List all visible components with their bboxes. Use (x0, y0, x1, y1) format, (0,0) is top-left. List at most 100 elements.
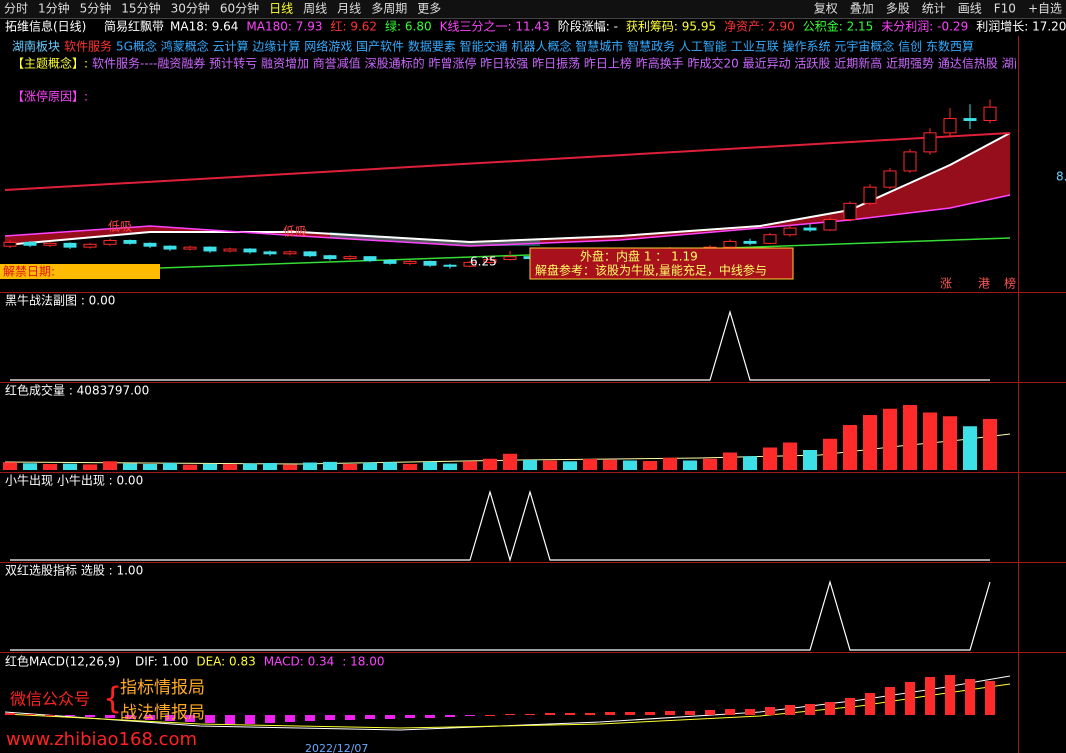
candle-body (443, 264, 457, 267)
candle-body (723, 240, 737, 248)
candle-body (503, 256, 517, 261)
macd-bar (445, 715, 455, 717)
candle-body (483, 259, 497, 263)
info-item: K线三分之一: 11.43 (440, 20, 550, 34)
volume-bar (23, 463, 37, 470)
volume-bar (563, 461, 577, 470)
note-box (529, 247, 794, 280)
volume-bar (63, 463, 77, 470)
macd-bar (65, 715, 75, 716)
toolbar-item[interactable]: 统计 (922, 2, 946, 16)
menu-item[interactable]: 分时 (4, 2, 28, 16)
macd-stat: MACD: 0.34 (264, 655, 335, 669)
white-line (4, 132, 1011, 246)
candle-body (343, 256, 357, 260)
marker: 涨 (940, 276, 952, 291)
menu-item[interactable]: 30分钟 (171, 1, 210, 16)
macd-bar (465, 715, 475, 716)
volume-bar (723, 452, 737, 470)
macd-bar (505, 714, 515, 715)
macd-bar (925, 677, 935, 715)
candle-body (463, 261, 477, 267)
candle-body (103, 239, 117, 245)
candle-body (43, 242, 57, 246)
volume-bar (343, 464, 357, 470)
macd-stat: : 18.00 (342, 655, 384, 669)
volume-bar (203, 463, 217, 470)
volume-bar (963, 426, 977, 470)
info-item: 红: 9.62 (330, 19, 377, 34)
concept-text: 软件服务 (64, 39, 112, 54)
candle-body (363, 256, 377, 261)
macd-bar (225, 715, 235, 724)
candle-body (323, 255, 337, 260)
volume-bar (683, 460, 697, 470)
menu-item[interactable]: 更多 (417, 2, 441, 16)
macd-bar (385, 715, 395, 719)
volume-bar (883, 408, 897, 470)
toolbar-item[interactable]: 多股 (886, 2, 910, 16)
volume-bar (523, 460, 537, 470)
volume-bar (363, 462, 377, 470)
toolbar-item[interactable]: 叠加 (850, 2, 874, 16)
volume-bar (283, 464, 297, 470)
candle-body (243, 248, 257, 253)
volume-bar (103, 461, 117, 470)
menu-item[interactable]: 15分钟 (121, 1, 160, 16)
volume-bar (123, 463, 137, 470)
candle-body (923, 132, 937, 153)
candle-body (263, 251, 277, 255)
volume-bar (443, 463, 457, 470)
macd-bar (265, 715, 275, 723)
volume-bar (583, 459, 597, 470)
candle-body (383, 259, 397, 264)
toolbar-item[interactable]: 复权 (814, 2, 838, 16)
menu-item[interactable]: 月线 (337, 2, 361, 16)
volume-bar (703, 458, 717, 470)
info-item: MA18: 9.64 (170, 20, 238, 34)
volume-bar (83, 464, 97, 470)
macd-bar (405, 715, 415, 718)
watermark-brand: 战法情报局 (120, 703, 205, 723)
menu-item[interactable]: 5分钟 (80, 1, 112, 16)
macd-bar (945, 675, 955, 715)
info-item: 阶段涨幅: - (558, 19, 618, 34)
menu-item[interactable]: 1分钟 (38, 1, 70, 16)
info-item: 净资产: 2.90 (724, 20, 795, 34)
candle-body (963, 118, 977, 121)
menu-item[interactable]: 多周期 (371, 2, 407, 16)
tag: 低吸 (283, 225, 307, 239)
candle-body (203, 246, 217, 252)
candle-body (63, 242, 77, 248)
toolbar-item[interactable]: F10 (994, 2, 1016, 16)
watermark-brand: 指标情报局 (120, 678, 205, 698)
concept-lines: 湖南板块 软件服务 5G概念 鸿蒙概念 云计算 边缘计算 网络游戏 国产软件 数据要… (12, 39, 1016, 104)
unlock-box (0, 264, 160, 279)
volume-bar (303, 462, 317, 470)
macd-bar (905, 682, 915, 715)
macd-bar (745, 709, 755, 715)
signal-line (10, 309, 990, 381)
candle-body (303, 251, 317, 257)
menu-bar (0, 0, 1066, 18)
macd-bar (205, 715, 215, 723)
macd-bar (985, 681, 995, 715)
macd-bar (705, 710, 715, 715)
volume-bar (543, 460, 557, 470)
volume-bar (643, 461, 657, 470)
menu-item[interactable]: 日线 (269, 2, 293, 16)
menu-item[interactable]: 60分钟 (220, 1, 259, 16)
volume-bar (3, 462, 17, 470)
macd-bar (565, 713, 575, 715)
concept-text: 湖南板块 (12, 39, 60, 54)
volume-bar (863, 415, 877, 470)
note-line: 外盘：内盘 1 ： 1.19 (580, 249, 698, 264)
volume-bar (903, 405, 917, 470)
toolbar-item[interactable]: 画线 (958, 2, 982, 16)
marker: 榜 (1004, 276, 1016, 291)
macd-bar (785, 705, 795, 715)
toolbar-item[interactable]: +自选 (1028, 2, 1062, 16)
menu-item[interactable]: 周线 (303, 2, 327, 16)
tag: 低吸 (108, 220, 132, 234)
